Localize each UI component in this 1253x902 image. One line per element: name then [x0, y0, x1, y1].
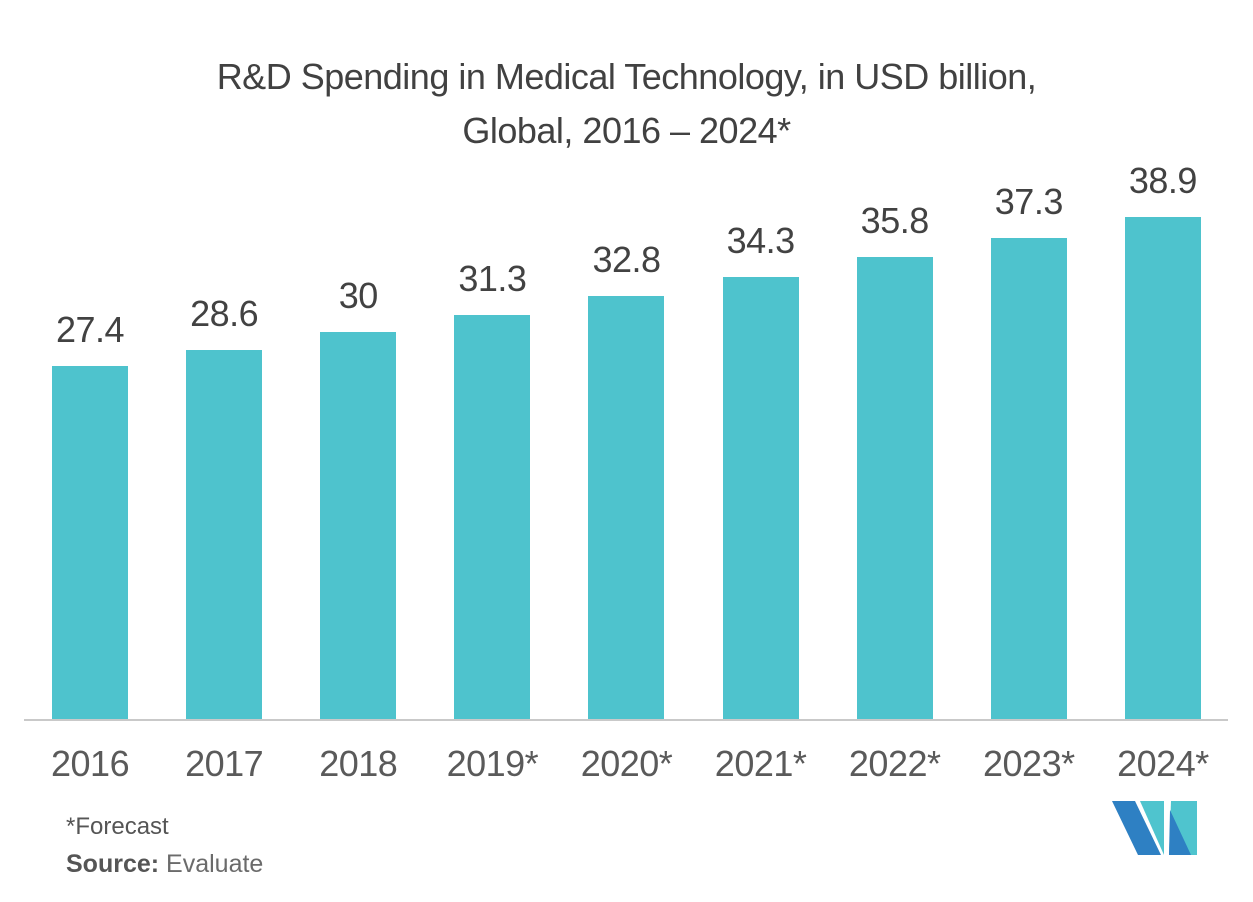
mordor-intelligence-logo: [1112, 801, 1197, 855]
plot-area: 27.4 28.6 30 31.3 32.8 34.3 35.8 37.3 38.9: [23, 0, 1230, 719]
bar-value-label: 31.3: [458, 258, 527, 300]
logo-right-blue-triangle: [1169, 810, 1191, 855]
bar-column: 37.3: [962, 182, 1096, 719]
logo-left-blue-stroke: [1112, 801, 1161, 855]
x-axis-label: 2020*: [580, 743, 673, 784]
bar-value-label: 32.8: [592, 239, 661, 281]
source-label: Source:: [66, 850, 160, 878]
x-axis-label: 2017: [185, 743, 264, 784]
bar-column: 32.8: [559, 240, 693, 719]
bar-value-label: 37.3: [994, 181, 1064, 223]
x-axis-label: 2019*: [446, 743, 539, 784]
x-axis-labels: 2016 2017 2018 2019* 2020* 2021* 2022* 2023* 202…: [23, 743, 1230, 785]
bar-column: 38.9: [1096, 161, 1230, 719]
bar: [722, 277, 799, 719]
source-value: Evaluate: [166, 850, 264, 878]
source-note: Source: Evaluate: [66, 852, 263, 877]
logo-left-teal-triangle: [1140, 801, 1164, 855]
bar-value-label: 34.3: [726, 220, 796, 262]
x-axis-label: 2016: [51, 743, 130, 784]
chart-title-line-2: Global, 2016 – 2024*: [462, 110, 791, 151]
bar-value-label: 28.6: [190, 293, 259, 335]
forecast-note: *Forecast: [66, 813, 169, 840]
bar-column: 34.3: [694, 221, 828, 719]
bar: [1124, 217, 1201, 719]
footnote: *Forecast Source: Evaluate: [66, 815, 263, 877]
bar-column: 27.4: [23, 310, 157, 719]
bar-column: 30: [291, 276, 425, 719]
bar-column: 35.8: [828, 201, 962, 719]
x-axis-line: [24, 719, 1228, 721]
bar: [588, 296, 665, 719]
x-axis-label: 2023*: [983, 743, 1075, 784]
bar: [320, 332, 397, 719]
bar: [454, 315, 531, 719]
x-axis-label: 2022*: [848, 743, 941, 784]
bar-value-label: 27.4: [56, 309, 125, 351]
chart-title-line-1: R&D Spending in Medical Technology, in U…: [216, 56, 1037, 97]
bar-value-label: 35.8: [860, 200, 930, 242]
bar-value-label: 30: [338, 275, 379, 317]
bar: [52, 366, 129, 719]
bar: [186, 350, 263, 719]
x-axis-label: 2018: [319, 743, 398, 784]
bar-column: 31.3: [425, 259, 559, 719]
bar-column: 28.6: [157, 294, 291, 719]
x-axis-label: 2021*: [714, 743, 807, 784]
x-axis-label: 2024*: [1117, 743, 1209, 784]
bar-value-label: 38.9: [1128, 160, 1198, 202]
bar: [990, 238, 1067, 719]
bar: [856, 257, 933, 719]
chart-title: R&D Spending in Medical Technology, in U…: [0, 50, 1253, 158]
